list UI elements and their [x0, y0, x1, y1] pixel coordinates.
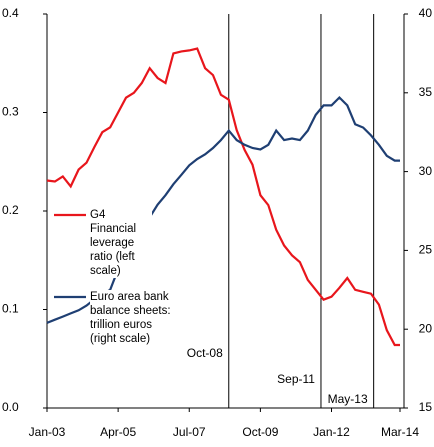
legend-label: G4 Financial leverage ratio (left scale) [90, 208, 152, 278]
y2-tick-label: 30 [419, 164, 433, 178]
x-tick-label: Mar-14 [381, 425, 419, 439]
x-tick-label: Jul-07 [173, 425, 206, 439]
y-tick-label: 0.1 [2, 302, 19, 316]
y2-tick-label: 40 [419, 6, 433, 20]
y2-tick-label: 15 [419, 400, 433, 414]
y-tick-label: 0.2 [2, 203, 19, 217]
series-line [46, 47, 400, 347]
event-label: Sep-11 [277, 372, 315, 386]
y-tick-label: 0.4 [2, 6, 19, 20]
x-tick-label: Apr-05 [100, 425, 136, 439]
y2-tick-label: 20 [419, 321, 433, 335]
x-tick-label: Jan-03 [29, 425, 66, 439]
y-tick-label: 0.3 [2, 105, 19, 119]
y-tick-label: 0.0 [2, 400, 19, 414]
legend-label: Euro area bank balance sheets: trillion … [90, 290, 180, 346]
event-label: Oct-08 [187, 346, 223, 360]
y2-tick-label: 35 [419, 85, 433, 99]
y2-tick-label: 25 [419, 243, 433, 257]
event-label: May-13 [328, 392, 368, 406]
x-tick-label: Oct-09 [242, 425, 278, 439]
x-tick-label: Jan-12 [313, 425, 350, 439]
